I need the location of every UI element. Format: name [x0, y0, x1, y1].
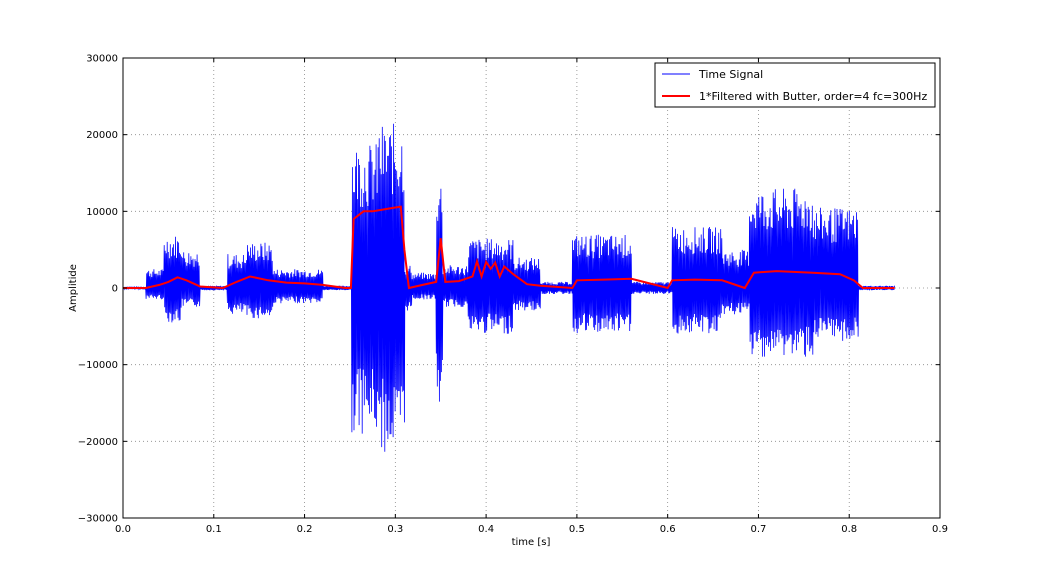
legend-label-filtered: 1*Filtered with Butter, order=4 fc=300Hz: [699, 90, 927, 103]
x-tick-label: 0.6: [660, 524, 676, 535]
x-tick-label: 0.1: [206, 524, 222, 535]
x-tick-label: 0.7: [750, 524, 766, 535]
legend-label-time-signal: Time Signal: [698, 68, 763, 81]
time-signal-line: [122, 123, 895, 452]
y-tick-label: −30000: [78, 514, 118, 525]
y-tick-label: 10000: [86, 207, 118, 218]
x-tick-label: 0.4: [478, 524, 494, 535]
axis-ticks: [122, 57, 941, 519]
x-tick-label: 0.5: [569, 524, 585, 535]
y-tick-label: 0: [112, 284, 118, 295]
x-tick-label: 0.3: [387, 524, 403, 535]
plot-area: [122, 123, 895, 452]
legend: Time Signal 1*Filtered with Butter, orde…: [654, 62, 936, 108]
x-tick-label: 0.0: [115, 524, 131, 535]
x-tick-label: 0.9: [932, 524, 948, 535]
y-axis-label: Amplitide: [68, 264, 79, 312]
filtered-signal-line: [123, 205, 895, 290]
y-tick-label: −20000: [78, 437, 118, 448]
y-tick-labels: −30000 −20000 −10000 0 10000 20000 30000: [78, 54, 118, 525]
x-tick-label: 0.2: [297, 524, 313, 535]
y-tick-label: −10000: [78, 360, 118, 371]
x-axis-label: time [s]: [512, 537, 551, 548]
legend-box: [654, 62, 936, 108]
y-tick-label: 20000: [86, 130, 118, 141]
x-tick-label: 0.8: [841, 524, 857, 535]
x-tick-labels: 0.0 0.1 0.2 0.3 0.4 0.5 0.6 0.7 0.8 0.9: [115, 524, 948, 535]
y-tick-label: 30000: [86, 54, 118, 65]
